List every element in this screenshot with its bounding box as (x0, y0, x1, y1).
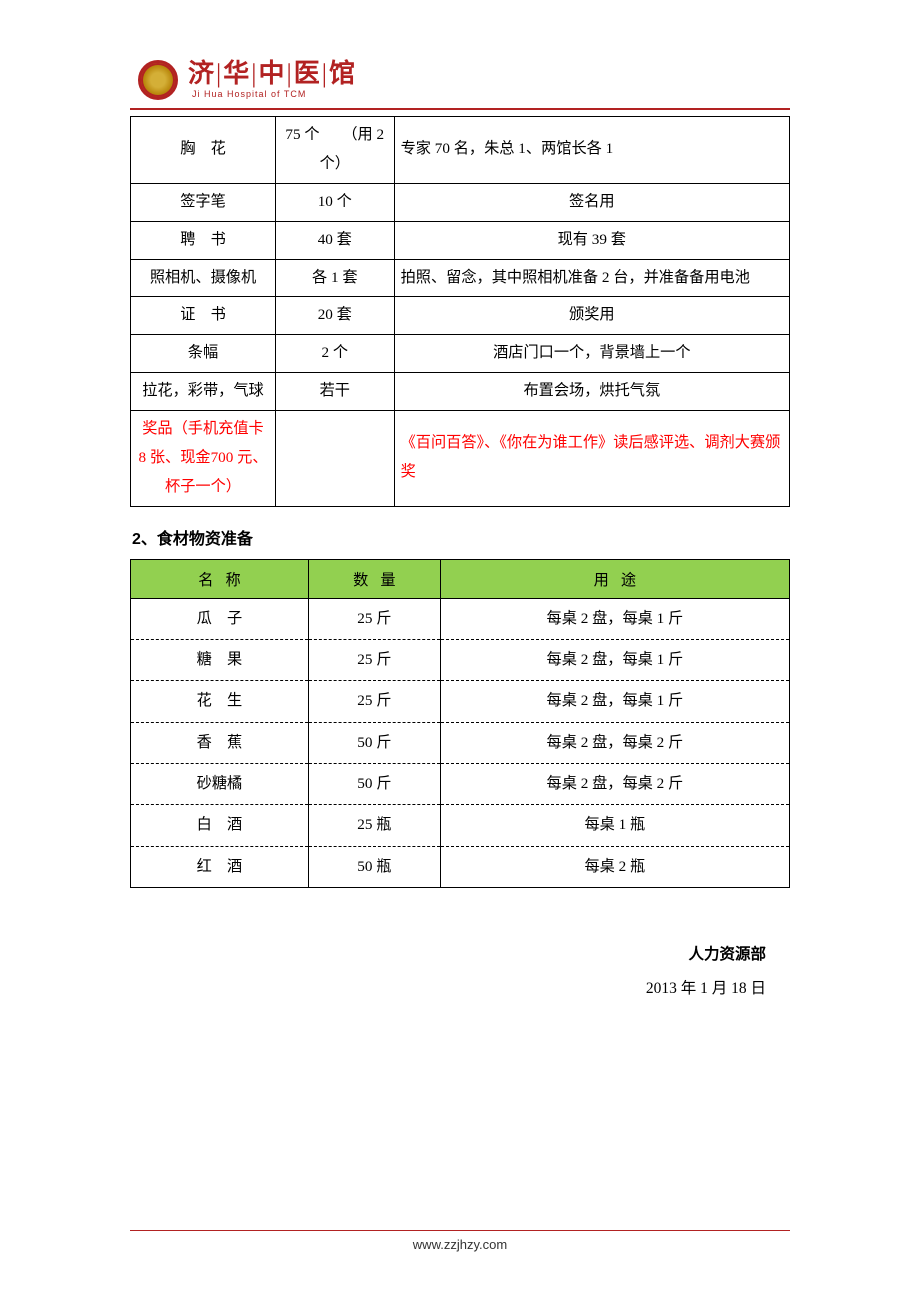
cell-qty: 25 斤 (308, 681, 440, 722)
cell-name: 签字笔 (131, 183, 276, 221)
cell-use: 每桌 2 盘，每桌 2 斤 (440, 763, 789, 804)
cell-name: 证 书 (131, 297, 276, 335)
cell-use: 拍照、留念，其中照相机准备 2 台，并准备备用电池 (394, 259, 789, 297)
cell-use: 每桌 2 盘，每桌 2 斤 (440, 722, 789, 763)
cell-name: 奖品（手机充值卡 8 张、现金700 元、杯子一个） (131, 411, 276, 507)
cell-use: 每桌 2 盘，每桌 1 斤 (440, 639, 789, 680)
page-footer: www.zzjhzy.com (0, 1230, 920, 1252)
table-row: 条幅2 个酒店门口一个，背景墙上一个 (131, 335, 790, 373)
cell-name: 拉花，彩带，气球 (131, 373, 276, 411)
cell-qty: 20 套 (275, 297, 394, 335)
cell-qty: 50 瓶 (308, 846, 440, 887)
cell-name: 白 酒 (131, 805, 309, 846)
col-qty-header: 数量 (308, 559, 440, 598)
logo-cn-text: 济|华|中|医|馆 (188, 61, 357, 87)
table-row: 砂糖橘50 斤每桌 2 盘，每桌 2 斤 (131, 763, 790, 804)
cell-use: 颁奖用 (394, 297, 789, 335)
table-row: 白 酒25 瓶每桌 1 瓶 (131, 805, 790, 846)
cell-use: 每桌 1 瓶 (440, 805, 789, 846)
cell-use: 每桌 2 盘，每桌 1 斤 (440, 681, 789, 722)
cell-use: 每桌 2 盘，每桌 1 斤 (440, 598, 789, 639)
section2-heading: 2、食材物资准备 (132, 525, 790, 549)
table-row: 证 书20 套颁奖用 (131, 297, 790, 335)
logo-seal-icon (138, 60, 178, 100)
signature-block: 人力资源部 2013 年 1 月 18 日 (130, 938, 790, 1006)
cell-use: 签名用 (394, 183, 789, 221)
cell-name: 瓜 子 (131, 598, 309, 639)
cell-qty: 10 个 (275, 183, 394, 221)
logo-header: 济|华|中|医|馆 Ji Hua Hospital of TCM (130, 60, 790, 100)
cell-name: 香 蕉 (131, 722, 309, 763)
food-materials-table: 名称 数量 用途 瓜 子25 斤每桌 2 盘，每桌 1 斤糖 果25 斤每桌 2… (130, 559, 790, 888)
logo-en-text: Ji Hua Hospital of TCM (188, 89, 357, 99)
cell-qty: 50 斤 (308, 722, 440, 763)
table-row: 瓜 子25 斤每桌 2 盘，每桌 1 斤 (131, 598, 790, 639)
cell-use: 专家 70 名，朱总 1、两馆长各 1 (394, 117, 789, 184)
cell-name: 糖 果 (131, 639, 309, 680)
cell-use: 布置会场，烘托气氛 (394, 373, 789, 411)
table-row: 花 生25 斤每桌 2 盘，每桌 1 斤 (131, 681, 790, 722)
table-row: 糖 果25 斤每桌 2 盘，每桌 1 斤 (131, 639, 790, 680)
cell-qty: 2 个 (275, 335, 394, 373)
footer-rule (130, 1230, 790, 1231)
table-row: 红 酒50 瓶每桌 2 瓶 (131, 846, 790, 887)
table-row: 奖品（手机充值卡 8 张、现金700 元、杯子一个） 《百问百答》、《你在为谁工作… (131, 411, 790, 507)
cell-name: 砂糖橘 (131, 763, 309, 804)
cell-qty: 25 斤 (308, 598, 440, 639)
cell-qty: 75 个 （用 2 个） (275, 117, 394, 184)
table-row: 香 蕉50 斤每桌 2 盘，每桌 2 斤 (131, 722, 790, 763)
cell-qty: 各 1 套 (275, 259, 394, 297)
logo-text: 济|华|中|医|馆 Ji Hua Hospital of TCM (188, 61, 357, 99)
table-row: 胸 花75 个 （用 2 个）专家 70 名，朱总 1、两馆长各 1 (131, 117, 790, 184)
table-row: 拉花，彩带，气球若干布置会场，烘托气氛 (131, 373, 790, 411)
cell-name: 照相机、摄像机 (131, 259, 276, 297)
cell-use: 《百问百答》、《你在为谁工作》读后感评选、调剂大赛颁奖 (394, 411, 789, 507)
col-use-header: 用途 (440, 559, 789, 598)
cell-qty: 40 套 (275, 221, 394, 259)
cell-qty: 25 瓶 (308, 805, 440, 846)
table2-header-row: 名称 数量 用途 (131, 559, 790, 598)
cell-name: 条幅 (131, 335, 276, 373)
col-name-header: 名称 (131, 559, 309, 598)
cell-name: 红 酒 (131, 846, 309, 887)
signature-date: 2013 年 1 月 18 日 (130, 972, 766, 1006)
signature-department: 人力资源部 (130, 938, 766, 972)
table-row: 签字笔10 个签名用 (131, 183, 790, 221)
header-rule (130, 108, 790, 110)
table-row: 聘 书40 套现有 39 套 (131, 221, 790, 259)
materials-table: 胸 花75 个 （用 2 个）专家 70 名，朱总 1、两馆长各 1签字笔10 … (130, 116, 790, 507)
cell-name: 花 生 (131, 681, 309, 722)
cell-qty: 25 斤 (308, 639, 440, 680)
cell-qty: 若干 (275, 373, 394, 411)
footer-url: www.zzjhzy.com (413, 1237, 507, 1252)
cell-use: 酒店门口一个，背景墙上一个 (394, 335, 789, 373)
cell-name: 聘 书 (131, 221, 276, 259)
cell-name: 胸 花 (131, 117, 276, 184)
cell-use: 每桌 2 瓶 (440, 846, 789, 887)
cell-use: 现有 39 套 (394, 221, 789, 259)
cell-qty: 50 斤 (308, 763, 440, 804)
cell-qty (275, 411, 394, 507)
table-row: 照相机、摄像机各 1 套拍照、留念，其中照相机准备 2 台，并准备备用电池 (131, 259, 790, 297)
